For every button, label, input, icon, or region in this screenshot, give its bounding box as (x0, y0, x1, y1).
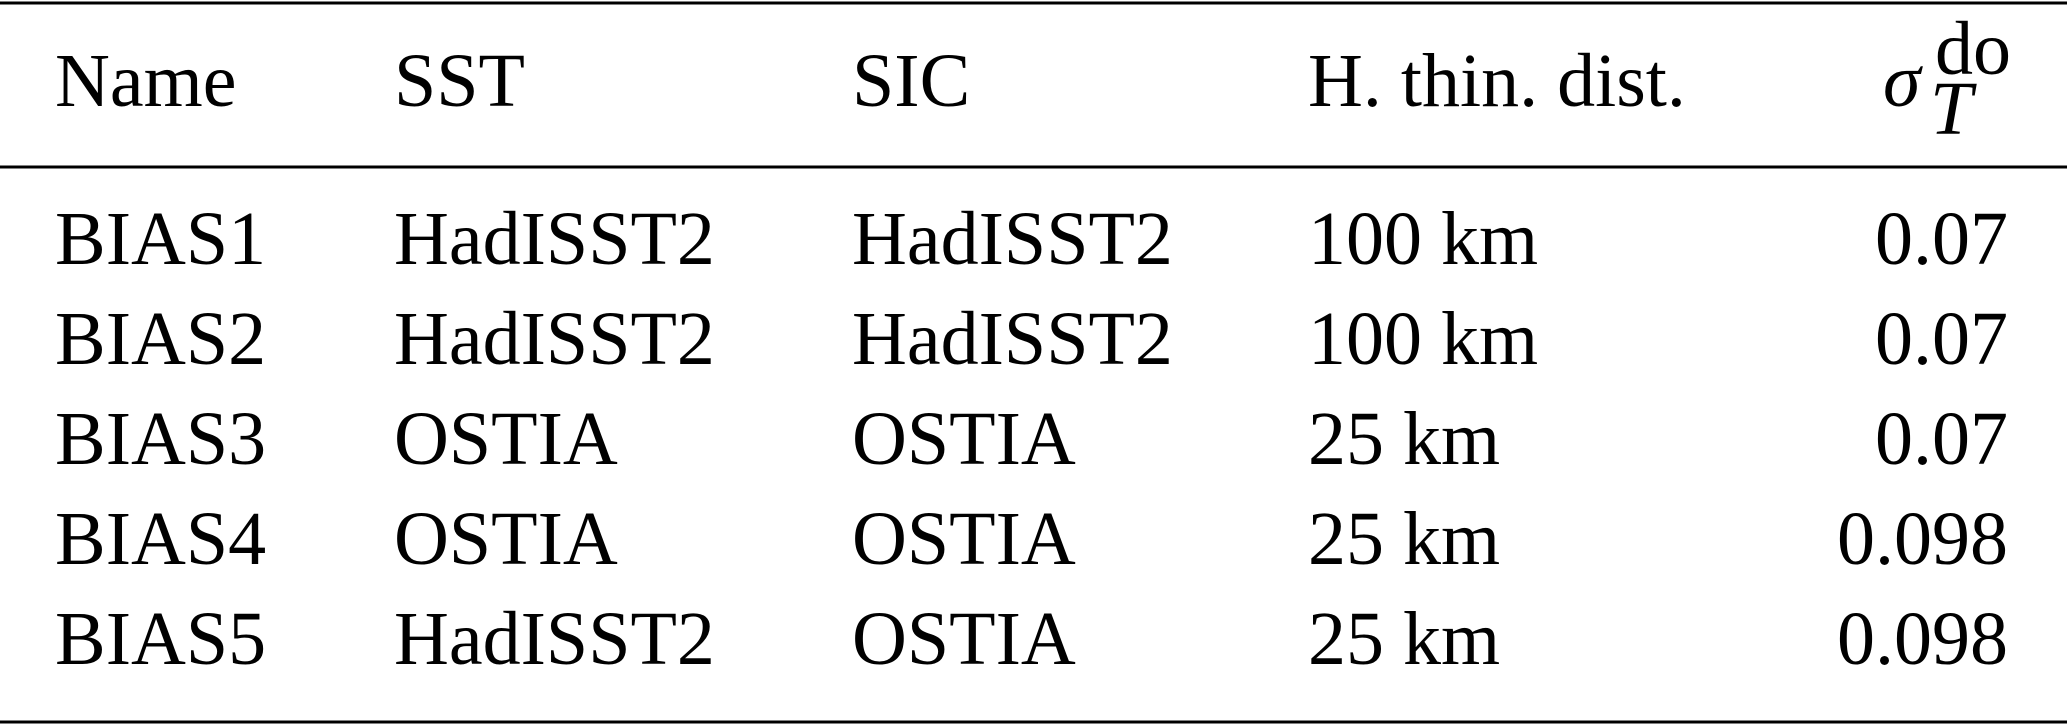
table-cell: 25 km (1308, 597, 1500, 681)
table-cell: OSTIA (852, 497, 1076, 581)
table-cell: OSTIA (852, 597, 1076, 681)
header-cell: SIC (852, 39, 970, 123)
table-cell: 100 km (1308, 297, 1538, 381)
table-cell: 0.07 (1875, 297, 2008, 381)
sigma-subscript: T (1930, 67, 1977, 151)
table-cell: OSTIA (394, 397, 618, 481)
table-cell: 0.098 (1837, 497, 2008, 581)
table-cell: 0.07 (1875, 197, 2008, 281)
table-cell: 0.098 (1837, 597, 2008, 681)
table-cell: 25 km (1308, 397, 1500, 481)
table-cell: BIAS1 (55, 197, 266, 281)
table-cell: HadISST2 (394, 297, 715, 381)
table-cell: HadISST2 (852, 297, 1173, 381)
table-cell: OSTIA (852, 397, 1076, 481)
header-cell: H. thin. dist. (1308, 39, 1686, 123)
table-cell: HadISST2 (394, 597, 715, 681)
table-cell: 0.07 (1875, 397, 2008, 481)
table-cell: BIAS2 (55, 297, 266, 381)
table-cell: BIAS5 (55, 597, 266, 681)
sigma-superscript: do (1935, 7, 2011, 91)
table-cell: HadISST2 (394, 197, 715, 281)
header-cell: SST (394, 39, 525, 123)
table-cell: BIAS3 (55, 397, 266, 481)
header-cell: Name (55, 39, 236, 123)
table-cell: 100 km (1308, 197, 1538, 281)
table-cell: BIAS4 (55, 497, 266, 581)
table-cell: HadISST2 (852, 197, 1173, 281)
table-cell: OSTIA (394, 497, 618, 581)
sigma-symbol: σ (1883, 39, 1923, 123)
table-cell: 25 km (1308, 497, 1500, 581)
